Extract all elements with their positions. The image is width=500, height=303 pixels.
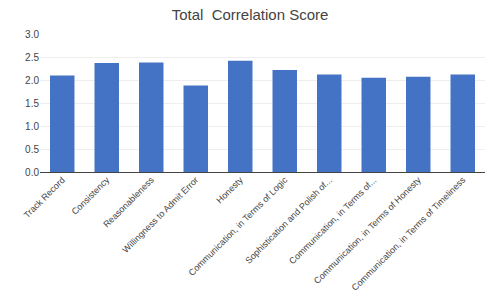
svg-text:Track Record: Track Record: [22, 175, 67, 220]
svg-text:Sophistication and Polish of..: Sophistication and Polish of...: [243, 175, 334, 266]
svg-text:1.0: 1.0: [25, 121, 39, 132]
svg-text:Reasonableness: Reasonableness: [101, 175, 156, 230]
svg-text:Total Correlation Score: Total Correlation Score: [172, 6, 329, 23]
svg-text:Willingness to Admit Error: Willingness to Admit Error: [120, 175, 200, 255]
svg-text:2.0: 2.0: [25, 75, 39, 86]
svg-text:Honesty: Honesty: [214, 175, 245, 206]
svg-text:2.5: 2.5: [25, 52, 39, 63]
svg-text:0.5: 0.5: [25, 144, 39, 155]
svg-text:3.0: 3.0: [25, 29, 39, 40]
svg-text:0.0: 0.0: [25, 167, 39, 178]
svg-text:Communication, in Terms of Log: Communication, in Terms of Logic: [187, 175, 290, 278]
svg-text:Communication, in Terms of...: Communication, in Terms of...: [287, 175, 378, 266]
svg-text:Communication, in Terms of Tim: Communication, in Terms of Timeliness: [350, 175, 468, 293]
svg-text:Communication, in Terms of Hon: Communication, in Terms of Honesty: [312, 175, 423, 286]
svg-text:1.5: 1.5: [25, 98, 39, 109]
svg-text:Consistency: Consistency: [70, 175, 112, 217]
